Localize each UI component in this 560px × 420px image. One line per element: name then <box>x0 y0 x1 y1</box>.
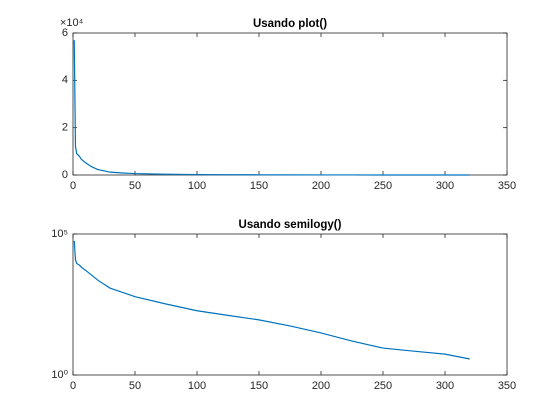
chart-title: Usando semilogy() <box>239 219 342 231</box>
x-tick-label: 50 <box>129 380 141 392</box>
x-tick-label: 300 <box>436 180 454 192</box>
x-tick-label: 350 <box>498 380 516 392</box>
y-tick-label: 2 <box>62 122 68 134</box>
x-tick-label: 200 <box>312 380 330 392</box>
x-tick-label: 150 <box>250 180 268 192</box>
axes-frame <box>72 32 508 176</box>
x-tick-label: 50 <box>129 180 141 192</box>
x-tick-label: 300 <box>436 380 454 392</box>
data-line <box>73 40 470 176</box>
x-tick-label: 0 <box>70 380 76 392</box>
y-tick-label: 10⁵ <box>51 228 68 240</box>
x-tick-label: 100 <box>188 180 206 192</box>
x-tick-label: 150 <box>250 380 268 392</box>
x-tick-label: 250 <box>374 380 392 392</box>
y-tick-label: 10⁰ <box>51 369 68 381</box>
y-multiplier: ×10⁴ <box>60 17 84 29</box>
y-tick-label: 0 <box>62 169 68 181</box>
chart-title: Usando plot() <box>253 18 327 30</box>
x-tick-label: 350 <box>498 180 516 192</box>
y-tick-label: 6 <box>62 27 68 39</box>
x-tick-label: 100 <box>188 380 206 392</box>
data-line <box>73 240 470 360</box>
y-tick-label: 4 <box>62 74 68 86</box>
axes-frame <box>72 233 508 376</box>
x-tick-label: 0 <box>70 180 76 192</box>
x-tick-label: 250 <box>374 180 392 192</box>
x-tick-label: 200 <box>312 180 330 192</box>
